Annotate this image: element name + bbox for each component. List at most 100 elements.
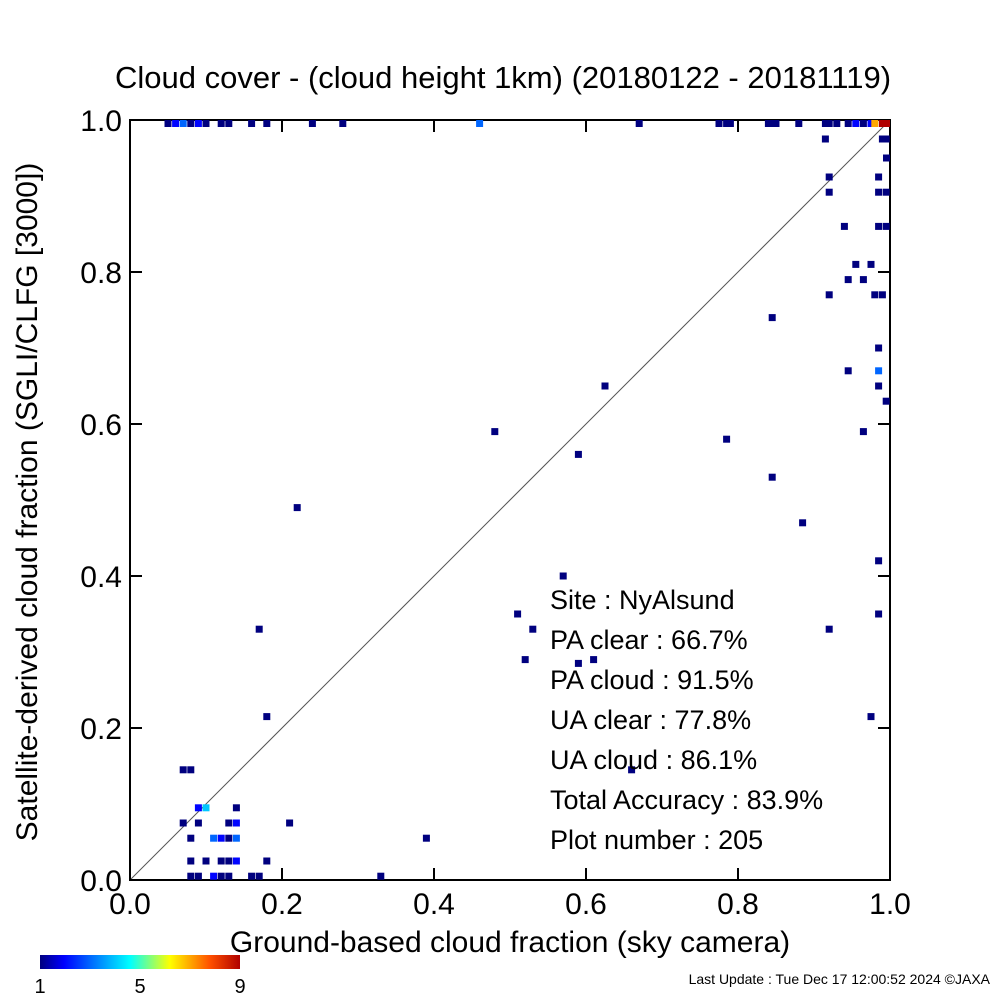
data-cell (217, 872, 225, 880)
data-cell (187, 766, 195, 774)
data-cell (882, 188, 890, 196)
y-tick-label: 1.0 (80, 105, 122, 138)
x-tick-label: 0.6 (565, 888, 607, 921)
y-tick-label: 0.2 (80, 713, 122, 746)
data-cell (833, 120, 841, 127)
data-cell (248, 872, 256, 880)
data-cell (875, 557, 883, 565)
data-cell (187, 872, 195, 880)
data-cell (574, 659, 582, 667)
data-cell (590, 656, 598, 664)
data-cell (768, 120, 776, 127)
stat-line: Site : NyAlsund (550, 585, 735, 615)
x-tick-label: 0.8 (717, 888, 759, 921)
statistics-panel: Site : NyAlsund PA clear : 66.7% PA cloud … (550, 585, 823, 855)
data-cell (293, 504, 301, 512)
data-cells (164, 120, 890, 880)
data-cell (521, 656, 529, 664)
data-cell (263, 857, 271, 865)
data-cell (859, 428, 867, 436)
y-tick-label: 0.4 (80, 561, 122, 594)
data-cell (263, 713, 271, 721)
data-cell (377, 872, 385, 880)
data-cell (871, 120, 879, 127)
data-cell (844, 120, 852, 127)
data-cell (715, 120, 723, 127)
data-cell (210, 834, 218, 842)
data-cell (852, 260, 860, 268)
data-cell (232, 834, 240, 842)
data-cell (723, 435, 731, 443)
stat-line: Plot number : 205 (550, 825, 763, 855)
data-cell (726, 120, 734, 127)
y-tick-label: 0.8 (80, 257, 122, 290)
data-cell (194, 819, 202, 827)
data-cell (255, 872, 263, 880)
data-cell (882, 397, 890, 405)
data-cell (217, 834, 225, 842)
data-cell (255, 625, 263, 633)
x-tick-label: 1.0 (869, 888, 911, 921)
data-cell (878, 120, 886, 127)
data-cell (601, 382, 609, 390)
data-cell (878, 291, 886, 299)
axis-ticks: 0.00.0 0.2 0.2 0.4 0.4 0.6 0.6 0.8 0.8 1.0 1.0 (80, 105, 911, 921)
data-cell (179, 766, 187, 774)
data-cell (844, 367, 852, 375)
colorbar-tick-label: 9 (234, 976, 245, 998)
data-cell (883, 120, 890, 127)
data-cell (825, 173, 833, 181)
data-cell (825, 291, 833, 299)
data-cell (286, 819, 294, 827)
colorbar-ticks: 1 5 9 (34, 976, 245, 998)
stat-line: UA clear : 77.8% (550, 705, 751, 735)
stat-line: PA cloud : 91.5% (550, 665, 754, 695)
data-cell (491, 428, 499, 436)
data-cell (852, 120, 860, 127)
data-cell (772, 120, 780, 127)
chart-title: Cloud cover - (cloud height 1km) (201801… (115, 60, 891, 95)
data-cell (875, 610, 883, 618)
data-cell (339, 120, 347, 127)
data-cell (840, 222, 848, 230)
data-cell (875, 344, 883, 352)
data-cell (825, 188, 833, 196)
data-cell (799, 519, 807, 527)
data-cell (225, 834, 233, 842)
data-cell (225, 120, 233, 127)
data-cell (217, 120, 225, 127)
data-cell (825, 625, 833, 633)
data-cell (883, 154, 890, 162)
data-cell (875, 222, 883, 230)
data-cell (882, 222, 890, 230)
data-cell (821, 120, 829, 127)
data-cell (210, 872, 218, 880)
data-cell (875, 382, 883, 390)
data-cell (859, 120, 867, 127)
data-cell (875, 188, 883, 196)
data-cell (225, 819, 233, 827)
data-cell (574, 450, 582, 458)
x-tick-label: 0.0 (109, 888, 151, 921)
data-cell (217, 857, 225, 865)
colorbar-tick-label: 1 (34, 976, 45, 998)
one-to-one-line (129, 119, 891, 881)
data-cell (723, 120, 731, 127)
data-cell (225, 857, 233, 865)
data-cell (825, 120, 833, 127)
data-cell (202, 120, 210, 127)
data-cell (194, 120, 202, 127)
data-cell (202, 857, 210, 865)
data-cell (821, 135, 829, 143)
data-cell (768, 473, 776, 481)
data-cell (248, 120, 256, 127)
data-cell (225, 872, 233, 880)
plot-frame (129, 119, 891, 881)
x-tick-label: 0.4 (413, 888, 455, 921)
data-cell (867, 120, 875, 127)
data-cell (871, 291, 879, 299)
data-cell (164, 120, 172, 127)
data-cell (202, 804, 210, 812)
data-cell (172, 120, 180, 127)
data-cell (867, 260, 875, 268)
